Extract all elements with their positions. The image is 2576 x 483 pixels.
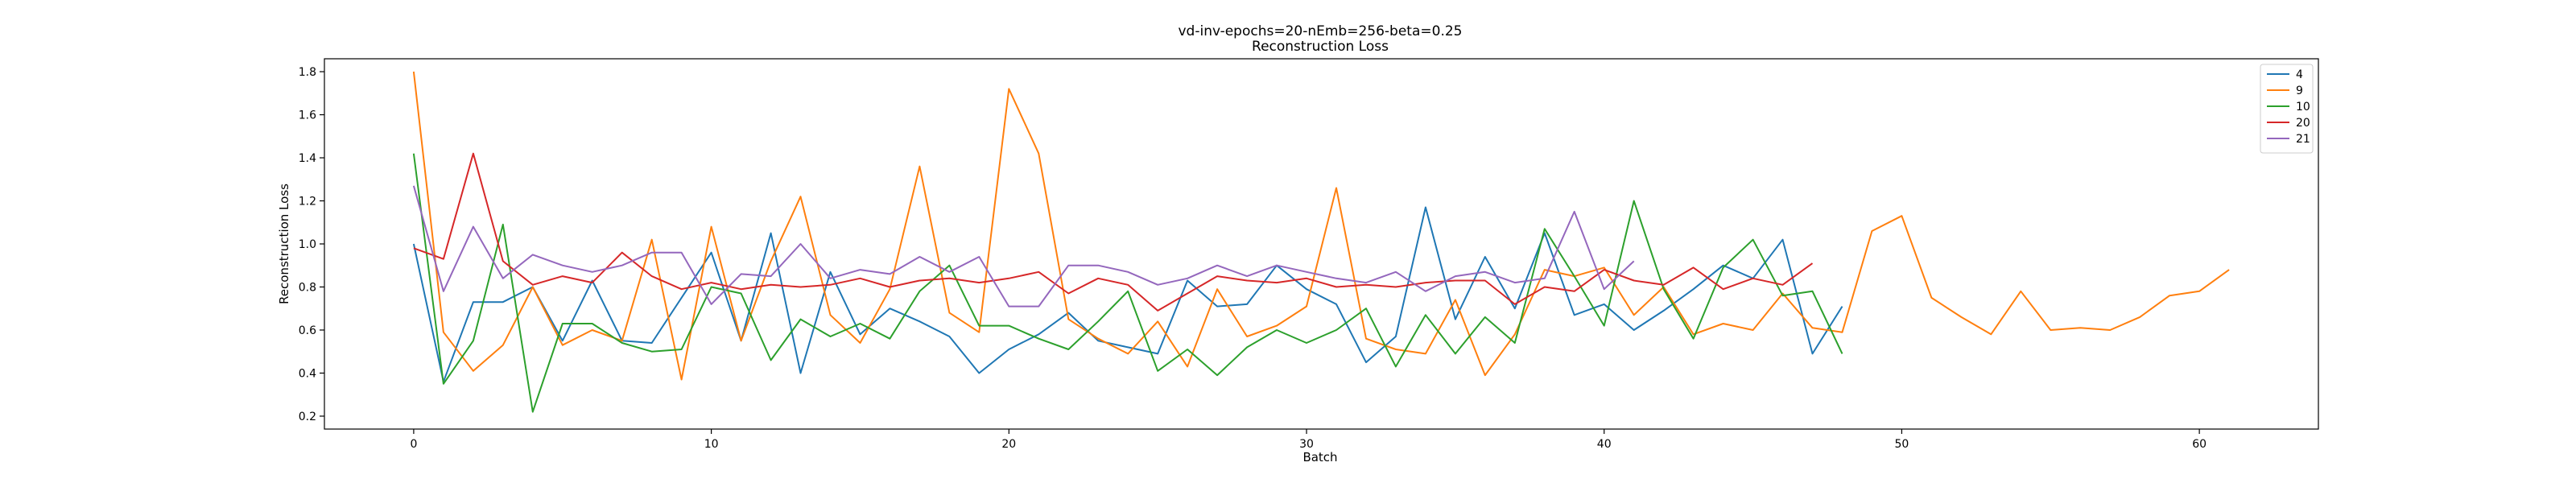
y-tick-label: 1.0 bbox=[299, 238, 316, 251]
legend-label-20: 20 bbox=[2296, 117, 2310, 130]
x-axis-label: Batch bbox=[1302, 450, 1337, 464]
x-tick-label: 20 bbox=[1001, 438, 1016, 451]
x-tick-label: 60 bbox=[2192, 438, 2207, 451]
series-line-9 bbox=[412, 71, 2230, 381]
legend-label-4: 4 bbox=[2296, 68, 2303, 81]
y-tick-label: 1.8 bbox=[299, 66, 316, 79]
series-line-4 bbox=[412, 206, 1843, 383]
y-tick-label: 1.4 bbox=[299, 152, 316, 165]
legend-label-21: 21 bbox=[2296, 133, 2310, 146]
series-line-10 bbox=[412, 153, 1843, 413]
axis-ticks: 0 10 20 30 40 50 60 0.2 0.4 0.6 0.8 1.0 1.2 1.4 1.6 1.8 bbox=[299, 66, 2207, 451]
legend-label-9: 9 bbox=[2296, 85, 2303, 97]
x-tick-label: 50 bbox=[1895, 438, 1909, 451]
y-tick-label: 1.2 bbox=[299, 196, 316, 208]
x-tick-label: 30 bbox=[1299, 438, 1314, 451]
legend-label-10: 10 bbox=[2296, 101, 2310, 114]
chart-subtitle: Reconstruction Loss bbox=[1252, 39, 1389, 55]
y-axis-label: Reconstruction Loss bbox=[277, 184, 291, 304]
y-tick-label: 0.2 bbox=[299, 411, 316, 423]
y-tick-label: 1.6 bbox=[299, 109, 316, 122]
x-tick-label: 10 bbox=[704, 438, 719, 451]
x-tick-label: 40 bbox=[1597, 438, 1612, 451]
chart-title: vd-inv-epochs=20-nEmb=256-beta=0.25 bbox=[1179, 23, 1463, 39]
series-line-20 bbox=[413, 152, 1814, 312]
plot-area bbox=[324, 58, 2319, 430]
x-tick-label: 0 bbox=[410, 438, 417, 451]
y-tick-label: 0.4 bbox=[299, 367, 316, 380]
series-line-21 bbox=[412, 185, 1635, 308]
legend-box bbox=[2260, 64, 2314, 154]
y-tick-label: 0.8 bbox=[299, 281, 316, 294]
legend: 4 9 10 20 21 bbox=[2260, 64, 2314, 154]
y-tick-label: 0.6 bbox=[299, 324, 316, 337]
